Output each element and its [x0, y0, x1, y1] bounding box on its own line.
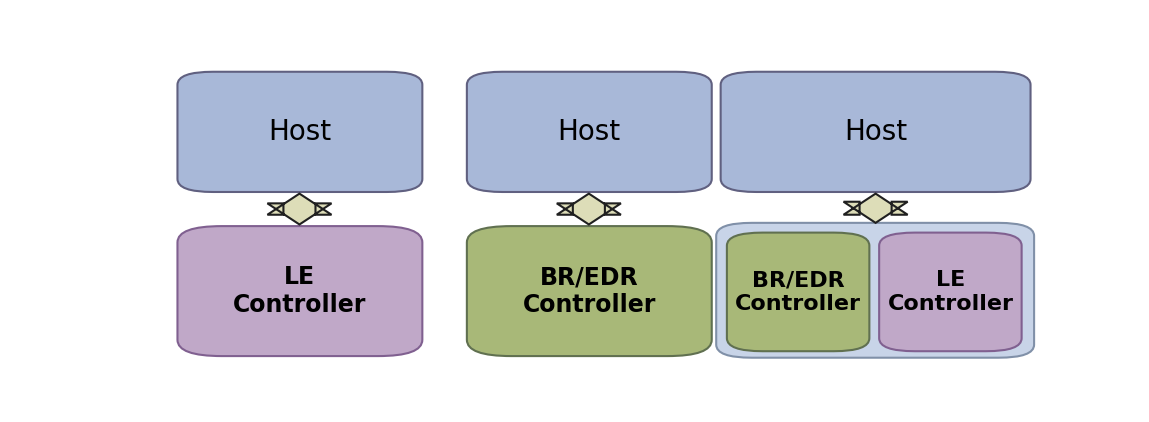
FancyBboxPatch shape: [177, 226, 423, 356]
FancyBboxPatch shape: [177, 72, 423, 192]
FancyBboxPatch shape: [466, 72, 711, 192]
FancyBboxPatch shape: [727, 233, 870, 351]
Text: BR/EDR
Controller: BR/EDR Controller: [523, 265, 656, 317]
Text: Host: Host: [845, 118, 908, 146]
FancyBboxPatch shape: [720, 72, 1031, 192]
FancyBboxPatch shape: [466, 226, 711, 356]
Text: LE
Controller: LE Controller: [233, 265, 367, 317]
FancyBboxPatch shape: [716, 223, 1034, 358]
Polygon shape: [268, 194, 332, 225]
Polygon shape: [557, 194, 620, 225]
Text: Host: Host: [269, 118, 331, 146]
FancyBboxPatch shape: [879, 233, 1021, 351]
Text: Host: Host: [557, 118, 620, 146]
Polygon shape: [843, 194, 908, 223]
Text: LE
Controller: LE Controller: [887, 271, 1013, 314]
Text: BR/EDR
Controller: BR/EDR Controller: [735, 271, 861, 314]
